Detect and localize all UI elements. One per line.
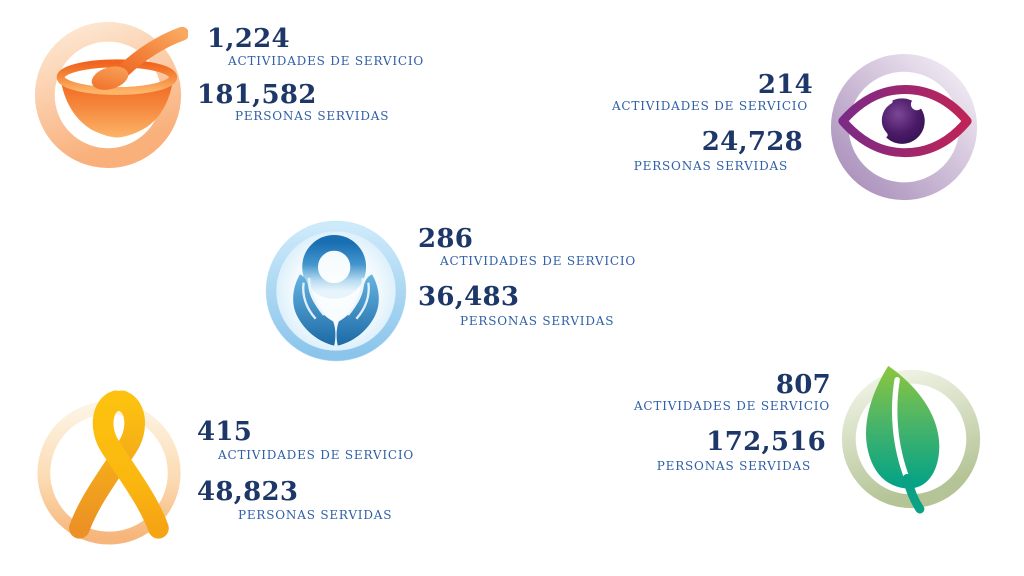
activities-label: ACTIVIDADES DE SERVICIO [440, 254, 637, 268]
leaf-icon [841, 365, 981, 514]
awareness-ribbon-icon [37, 390, 181, 545]
persons-count: 36,483 [418, 282, 520, 312]
soup-bowl-icon [34, 21, 188, 169]
hands-holding-circle-icon [265, 220, 407, 362]
activities-label: ACTIVIDADES DE SERVICIO [218, 448, 415, 462]
activities-label: ACTIVIDADES DE SERVICIO [228, 54, 425, 68]
persons-label: PERSONAS SERVIDAS [633, 159, 788, 173]
persons-count: 24,728 [701, 127, 803, 157]
persons-label: PERSONAS SERVIDAS [460, 314, 615, 328]
persons-count: 48,823 [197, 477, 299, 507]
activities-count: 1,224 [207, 24, 290, 54]
activities-label: ACTIVIDADES DE SERVICIO [611, 99, 808, 113]
persons-count: 172,516 [706, 427, 826, 457]
activities-label: ACTIVIDADES DE SERVICIO [633, 399, 830, 413]
activities-count: 286 [418, 224, 474, 254]
persons-label: PERSONAS SERVIDAS [235, 109, 390, 123]
activities-count: 214 [757, 70, 813, 100]
persons-count: 181,582 [197, 80, 317, 110]
activities-count: 415 [197, 417, 253, 447]
persons-label: PERSONAS SERVIDAS [656, 459, 811, 473]
activities-count: 807 [775, 370, 831, 400]
persons-label: PERSONAS SERVIDAS [238, 508, 393, 522]
eye-icon [830, 53, 978, 201]
